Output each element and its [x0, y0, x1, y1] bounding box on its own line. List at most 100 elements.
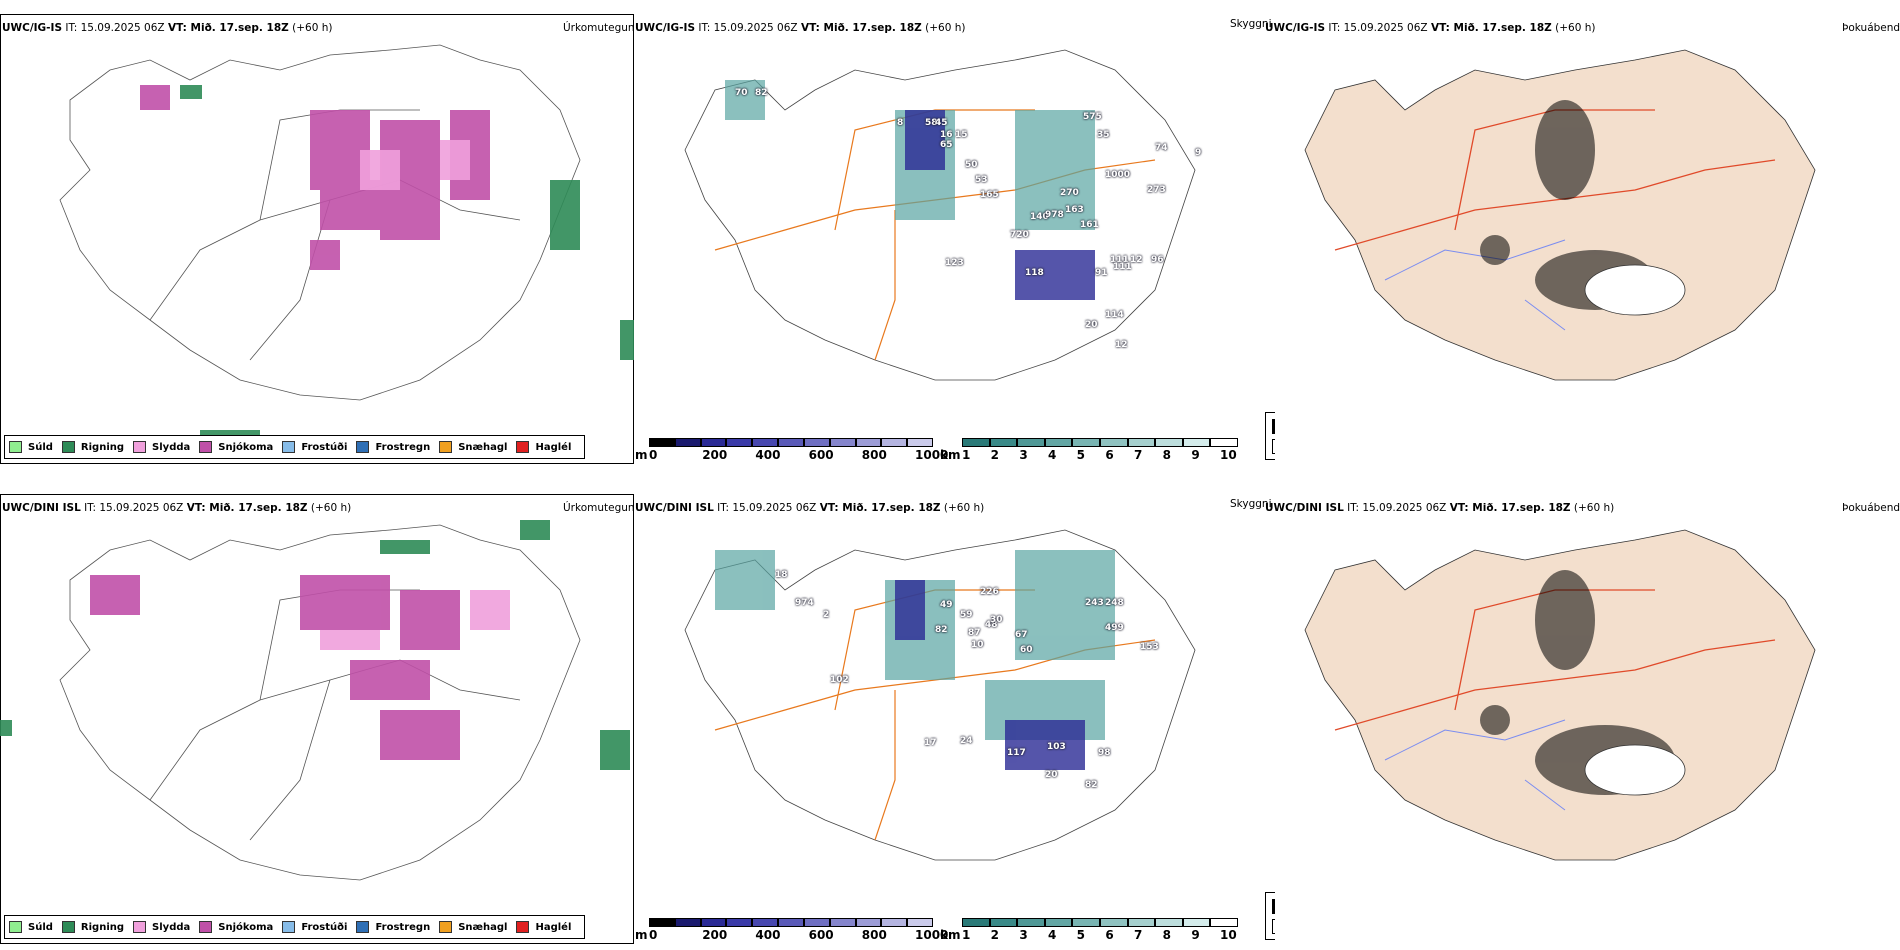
legend-item: Snjókoma: [199, 921, 273, 933]
row2-value-labels: 18 974 2 49 226 59 87 48 30 243 248 499 153 82 10 67 60 1…: [635, 480, 1275, 950]
legend-label: Rigning: [80, 921, 125, 933]
colorbar-tick-label: 10: [1220, 448, 1237, 462]
colorbar-segment: [778, 918, 804, 927]
rivers: [1384, 719, 1566, 811]
legend-label: Frostregn: [375, 441, 431, 453]
colorbar-segment: [1072, 918, 1100, 927]
map-value-label: 114: [1105, 310, 1124, 320]
map-value-label: 163: [1065, 205, 1084, 215]
colorbar-segment: [1044, 918, 1073, 927]
colorbar-tick-label: 2: [990, 928, 1000, 942]
map-value-label: 17: [924, 738, 937, 748]
low-cloud-areas: [905, 110, 1095, 300]
map-value-label: 82: [935, 625, 948, 635]
legend-label: Súld: [28, 921, 53, 933]
map-value-label: 12: [1115, 340, 1128, 350]
row1-fog-panel-title: Þokuábendi: [1842, 22, 1900, 34]
map-value-label: 153: [1140, 642, 1159, 652]
colorbar-segment: [1100, 918, 1128, 927]
colorbar-segment: [803, 438, 830, 447]
colorbar-tick-label: 5: [1076, 928, 1086, 942]
legend-label: Slydda: [152, 921, 191, 933]
precip-type-map: [0, 520, 630, 881]
colorbar-segment: [778, 438, 804, 447]
colorbar-tick-label: 400: [755, 448, 781, 462]
colorbar-tick-label: 6: [1105, 928, 1114, 942]
colorbar-segment: [1017, 918, 1045, 927]
row2-visibility-panel: UWC/DINI ISL IT: 15.09.2025 06Z VT: Mið.…: [635, 480, 1275, 950]
map-value-label: 20: [1045, 770, 1058, 780]
map-value-label: 82: [1085, 780, 1098, 790]
colorbar-tick-label: 0: [649, 448, 658, 462]
map-value-label: 118: [1025, 268, 1044, 278]
colorbar-segment: [962, 918, 990, 927]
map-value-label: 9: [1195, 148, 1202, 158]
legend-item: Súld: [9, 921, 53, 933]
legend-label: Snæhagl: [458, 921, 508, 933]
colorbar-segment: [907, 438, 933, 447]
map-value-label: 270: [1060, 188, 1079, 198]
legend-swatch: [439, 921, 453, 933]
colorbar-segment: [1127, 918, 1156, 927]
map-value-label: 65: [940, 140, 953, 150]
legend-item: Slydda: [133, 441, 190, 453]
map-value-label: 15: [955, 130, 968, 140]
legend-swatch: [282, 921, 296, 933]
colorbar-segment: [752, 918, 779, 927]
colorbar-segment: [1210, 438, 1238, 447]
colorbar-segment: [752, 438, 779, 447]
legend-item: Haglél: [516, 921, 571, 933]
colorbar-segment: [1127, 438, 1156, 447]
map-value-label: 16: [940, 130, 953, 140]
precip-type-map: [59, 44, 634, 440]
colorbar-tick-label: 600: [808, 928, 834, 942]
roads: [1334, 109, 1776, 251]
colorbar-tick-label: 8: [1162, 448, 1172, 462]
legend-label: Frostregn: [375, 921, 431, 933]
colorbar-tick-label: 1000: [915, 448, 949, 462]
map-value-label: 98: [1098, 748, 1111, 758]
row2-fog-title: UWC/DINI ISL IT: 15.09.2025 06Z VT: Mið.…: [1265, 502, 1615, 514]
colorbar-segment: [803, 918, 830, 927]
colorbar-segment: [674, 918, 701, 927]
snow-areas: [140, 85, 490, 270]
colorbar-tick-label: 1: [962, 448, 971, 462]
colorbar-tick-label: 9: [1191, 448, 1200, 462]
legend-swatch: [133, 921, 147, 933]
map-value-label: 74: [1155, 143, 1168, 153]
colorbar-tick-label: 7: [1134, 928, 1143, 942]
legend-label: Súld: [28, 441, 53, 453]
iceland-coastline: [59, 44, 581, 401]
colorbar-tick-label: 1000: [915, 928, 949, 942]
map-value-label: 48: [985, 620, 998, 630]
map-value-label: 20: [1085, 320, 1098, 330]
colorbar-tick-label: 9: [1191, 928, 1200, 942]
fog-swatch-60: [1272, 919, 1275, 934]
map-value-label: 243: [1085, 598, 1104, 608]
legend-swatch: [282, 441, 296, 453]
visibility-colorbar: km 1 2 3 4 5 6 7 8 9 10: [940, 918, 1240, 948]
map-value-label: 10: [971, 640, 984, 650]
colorbar-segment: [881, 918, 908, 927]
legend-label: Slydda: [152, 441, 191, 453]
colorbar-tick-label: 2: [990, 448, 1000, 462]
colorbar-segment: [1210, 918, 1238, 927]
colorbar-segment: [674, 438, 701, 447]
legend-item: Súld: [9, 441, 53, 453]
colorbar-tick-label: 4: [1048, 448, 1057, 462]
map-value-label: 18: [775, 570, 788, 580]
colorbar-tick-label: 1: [962, 928, 971, 942]
row1-fog-panel: UWC/IG-IS IT: 15.09.2025 06Z VT: Mið. 17…: [1265, 0, 1900, 470]
iceland-fill: [1304, 49, 1816, 381]
glacier: [1584, 744, 1686, 796]
legend-swatch: [61, 921, 75, 933]
fog-index-map: [1304, 49, 1816, 381]
colorbar-segment: [989, 918, 1018, 927]
visibility-map: [684, 529, 1196, 861]
colorbar-segment: [962, 438, 990, 447]
map-value-label: 978: [1045, 210, 1064, 220]
row1-precip-panel-title: Úrkomutegund: [563, 22, 635, 34]
row2-precip-panel-title: Úrkomutegund: [563, 502, 635, 514]
colorbar-tick-label: 200: [702, 928, 728, 942]
row1-fog-title: UWC/IG-IS IT: 15.09.2025 06Z VT: Mið. 17…: [1265, 22, 1596, 34]
